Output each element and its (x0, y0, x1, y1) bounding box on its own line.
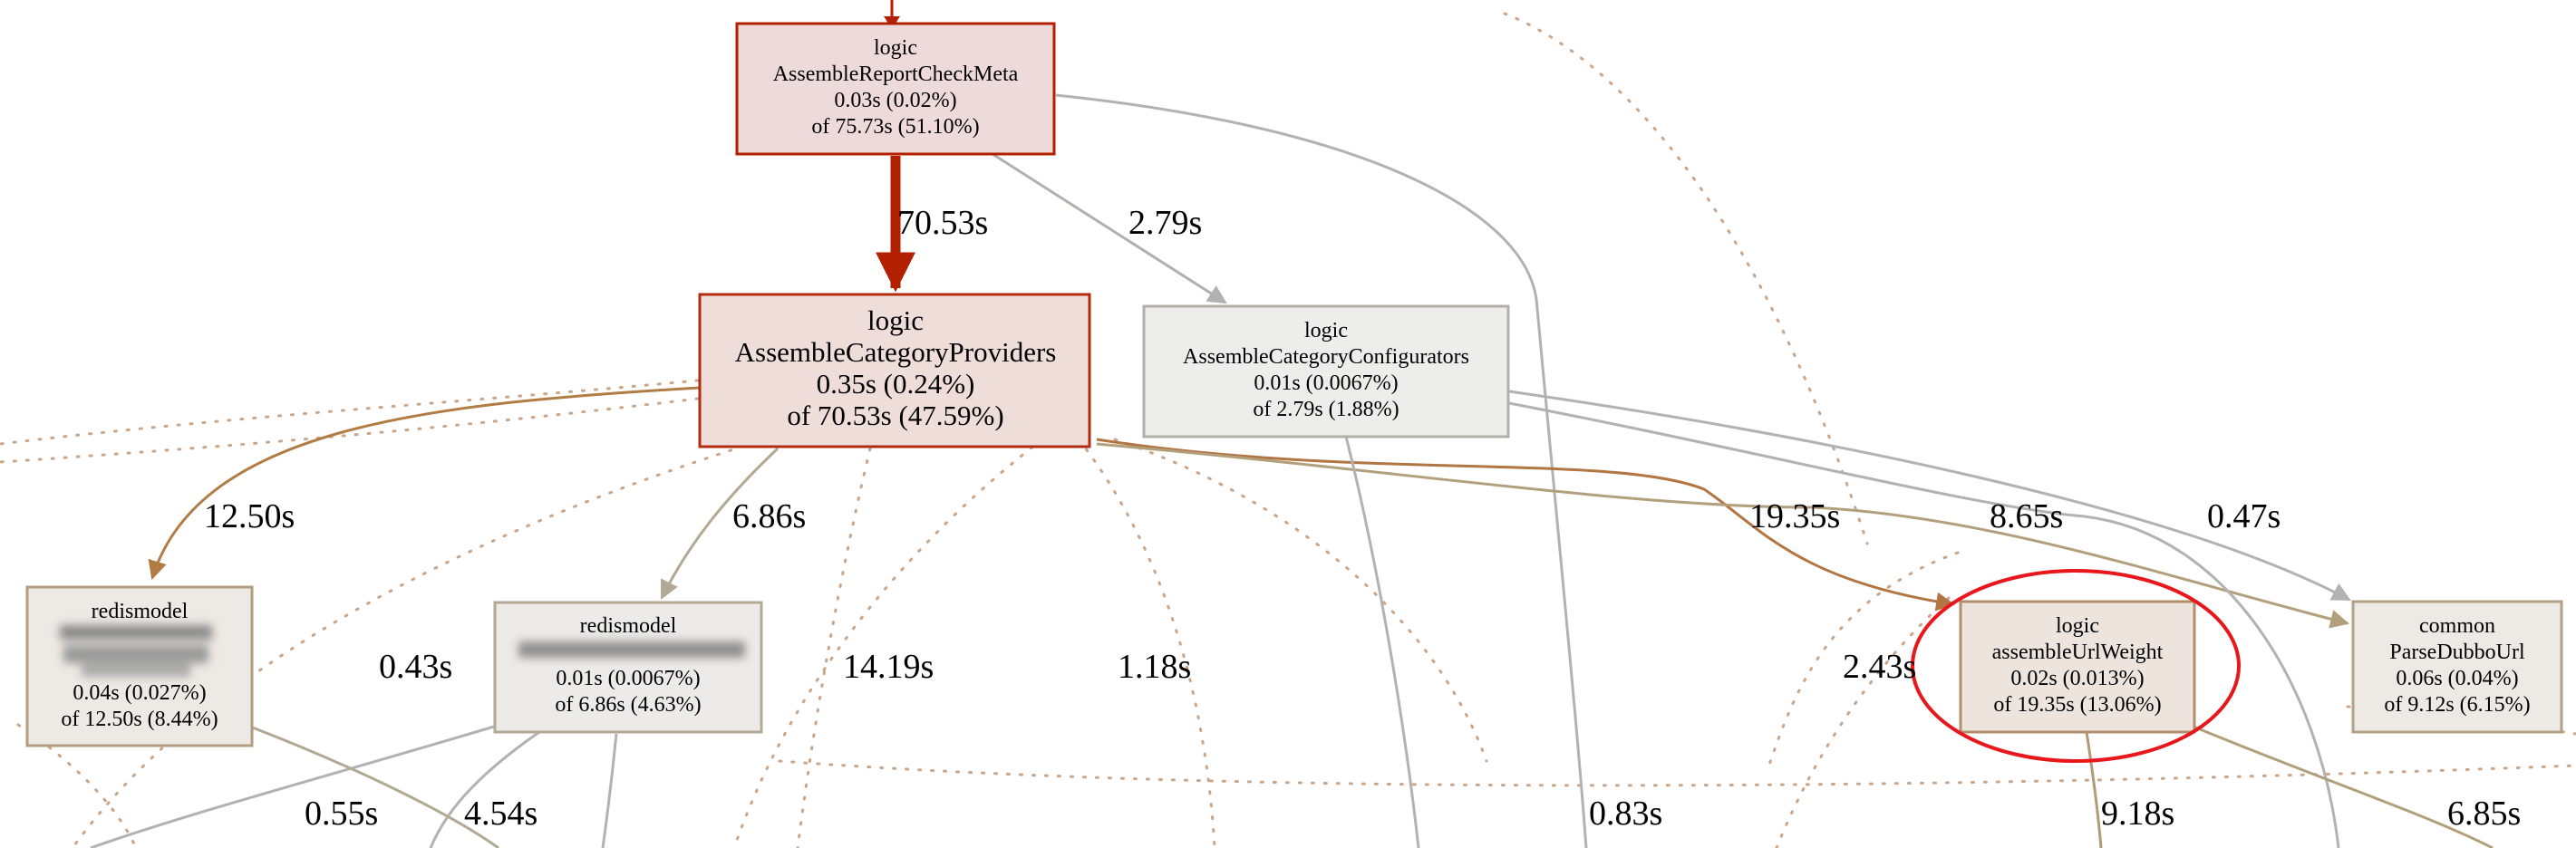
edge-providers-to-parse-dubbo (1096, 442, 2350, 629)
edge-label: 0.55s (305, 795, 378, 833)
node-flat-time: 0.04s (0.027%) (73, 681, 206, 705)
node-function-label: AssembleReportCheckMeta (773, 63, 1019, 86)
edge-label: 2.43s (1843, 648, 1916, 686)
redacted-function-name (60, 625, 212, 677)
node-cum-time: of 75.73s (51.10%) (811, 115, 979, 139)
node-cum-time: of 2.79s (1.88%) (1253, 398, 1399, 421)
node-assemble-report-check-meta[interactable]: logic AssembleReportCheckMeta 0.03s (0.0… (735, 22, 1056, 156)
dotted-edge (1503, 12, 1869, 545)
dotted-edge (796, 447, 872, 848)
node-package-label: common (2419, 614, 2495, 638)
node-cum-time: of 12.50s (8.44%) (61, 708, 218, 731)
node-function-label: AssembleCategoryConfigurators (1183, 345, 1469, 369)
node-flat-time: 0.03s (0.02%) (834, 89, 956, 112)
node-redismodel-mid[interactable]: redismodel 0.01s (0.0067%) of 6.86s (4.6… (493, 601, 763, 734)
node-function-label: assembleUrlWeight (1992, 641, 2164, 664)
edge-label: 70.53s (897, 204, 988, 242)
edge-redis-mid-straight (601, 733, 618, 848)
node-flat-time: 0.35s (0.24%) (817, 368, 975, 400)
edge-configurators-to-parse-dubbo (1508, 390, 2351, 602)
edge-label: 0.43s (379, 648, 452, 686)
node-cum-time: of 19.35s (13.06%) (1993, 693, 2161, 717)
node-flat-time: 0.01s (0.0067%) (1254, 371, 1398, 395)
highlight-ellipse (1911, 569, 2241, 763)
dotted-edge (1766, 551, 1960, 772)
edge-providers-to-url-weight (1096, 438, 1956, 612)
edge-label: 8.65s (1990, 497, 2063, 535)
edge-label: 9.18s (2101, 795, 2174, 833)
edge-report-to-configurators (992, 152, 1227, 304)
edge-label: 6.85s (2447, 795, 2521, 833)
dotted-edge (1077, 438, 1216, 848)
edge-redis-left-down (249, 725, 499, 848)
node-package-label: redismodel (92, 600, 189, 623)
node-cum-time: of 70.53s (47.59%) (787, 400, 1003, 431)
edge-providers-to-redis-left (148, 386, 701, 581)
edge-redis-mid-down-left (90, 725, 495, 848)
edge-redis-mid-down (429, 730, 540, 848)
edge-label: 1.18s (1118, 648, 1191, 686)
node-package-label: logic (867, 304, 924, 336)
edge-label: 0.47s (2207, 497, 2281, 535)
node-assemble-url-weight[interactable]: logic assembleUrlWeight 0.02s (0.013%) o… (1959, 600, 2196, 734)
node-function-label: AssembleCategoryProviders (735, 336, 1057, 368)
node-redismodel-left[interactable]: redismodel 0.04s (0.027%) of 12.50s (8.4… (25, 585, 254, 747)
node-cum-time: of 6.86s (4.63%) (555, 693, 701, 717)
node-flat-time: 0.02s (0.013%) (2010, 667, 2144, 690)
redacted-function-name (518, 641, 745, 658)
dotted-edge (71, 433, 781, 848)
dotted-edge (778, 759, 2576, 787)
node-assemble-category-providers[interactable]: logic AssembleCategoryProviders 0.35s (0… (698, 293, 1091, 448)
node-package-label: redismodel (580, 614, 677, 638)
node-parse-dubbo-url[interactable]: common ParseDubboUrl 0.06s (0.04%) of 9.… (2351, 600, 2563, 734)
edge-label: 4.54s (464, 795, 537, 833)
edge-configurators-down (1344, 436, 1420, 848)
node-cum-time: of 9.12s (6.15%) (2384, 693, 2530, 717)
edge-url-weight-down (2085, 731, 2103, 848)
dotted-edge (0, 379, 700, 446)
node-package-label: logic (874, 36, 917, 60)
node-package-label: logic (2056, 614, 2099, 638)
edge-configurators-grey-down (1508, 401, 2340, 848)
edge-label: 0.83s (1589, 795, 1662, 833)
dotted-edges (0, 12, 2576, 848)
node-assemble-category-configurators[interactable]: logic AssembleCategoryConfigurators 0.01… (1142, 304, 1510, 438)
edge-labels: 70.53s 2.79s 12.50s 6.86s 19.35s 8.65s 0… (204, 204, 2521, 833)
node-flat-time: 0.01s (0.0067%) (556, 667, 700, 690)
node-function-label: ParseDubboUrl (2389, 641, 2525, 664)
node-flat-time: 0.06s (0.04%) (2396, 667, 2518, 690)
edge-providers-to-redis-mid (660, 447, 780, 600)
edge-label: 12.50s (204, 497, 295, 535)
edge-label: 19.35s (1749, 497, 1840, 535)
edge-label: 6.86s (732, 497, 806, 535)
dotted-edge (1113, 438, 1488, 763)
edge-report-long-grey (1055, 93, 1588, 848)
solid-edges (90, 0, 2494, 848)
edge-label: 2.79s (1128, 204, 1202, 242)
edge-label: 14.19s (843, 648, 934, 686)
node-package-label: logic (1304, 319, 1348, 342)
edge-url-weight-down-right (2193, 725, 2494, 848)
